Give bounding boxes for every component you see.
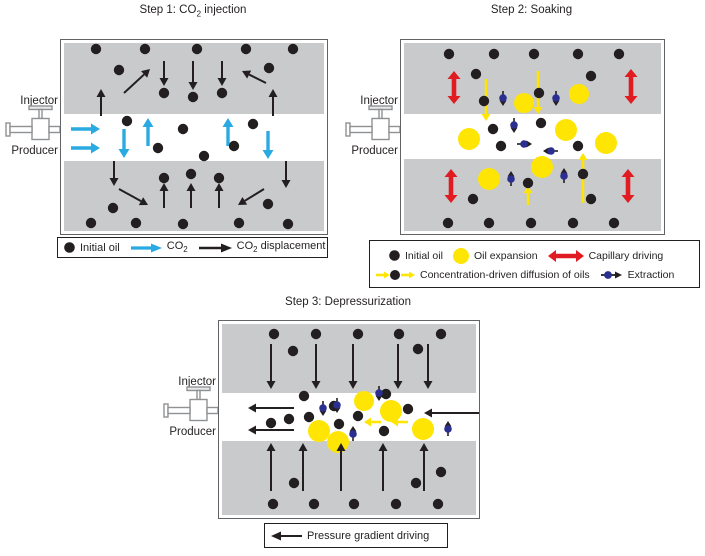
step2-legend-row1: Initial oil Oil expansion Capillary driv… [388, 247, 663, 265]
step1-title: Step 1: CO2 injection [60, 4, 326, 18]
producer-label: Producer [351, 145, 398, 157]
extraction-icon [600, 270, 622, 279]
valve-icon [163, 386, 218, 422]
step3-legend: Pressure gradient driving [264, 523, 448, 548]
legend-item-pressure-gradient: Pressure gradient driving [271, 530, 429, 542]
step1-title-rest: injection [201, 4, 247, 16]
step2-legend: Initial oil Oil expansion Capillary driv… [369, 240, 700, 288]
legend-item-oil-expansion: Oil expansion [452, 247, 538, 265]
injector-label: Injector [178, 376, 216, 388]
legend-label: Pressure gradient driving [307, 529, 430, 542]
legend-label: Oil expansion [473, 249, 538, 262]
producer-label: Producer [169, 426, 216, 438]
legend-item-co2: CO2 [129, 240, 188, 255]
co2-arrow-icon [130, 243, 162, 252]
legend-label: CO2 [166, 240, 188, 255]
diffusion-icon [376, 269, 415, 280]
step1-well-assembly: Injector Producer [0, 95, 60, 161]
producer-label: Producer [11, 145, 58, 157]
step3-title: Step 3: Depressurization [218, 296, 478, 310]
legend-item-capillary-driving: Capillary driving [547, 249, 664, 263]
step1-title-sub: 2 [196, 9, 202, 19]
legend-item-diffusion: Concentration-driven diffusion of oils [376, 268, 590, 282]
oil-expansion-icon [452, 247, 469, 264]
legend-item-initial-oil: Initial oil [63, 241, 120, 254]
co2-displacement-arrow-icon [198, 243, 232, 252]
pressure-gradient-arrow-icon [271, 531, 302, 540]
legend-label: Initial oil [405, 249, 443, 262]
step3-title-text: Step 3: Depressurization [285, 296, 411, 308]
injector-label: Injector [360, 95, 398, 107]
initial-oil-icon [64, 242, 75, 253]
legend-item-initial-oil: Initial oil [388, 249, 443, 262]
step2-title: Step 2: Soaking [400, 4, 663, 18]
legend-item-co2-displacement: CO2 displacement [197, 240, 326, 255]
step3-diagram [218, 320, 480, 519]
valve-icon [5, 105, 60, 141]
legend-label: Initial oil [80, 241, 120, 254]
legend-label: Capillary driving [588, 249, 664, 262]
legend-label: Concentration-driven diffusion of oils [420, 268, 590, 281]
step1-legend: Initial oil CO2 CO2 displacement [57, 237, 328, 258]
step1-diagram [60, 39, 328, 235]
legend-item-extraction: Extraction [599, 268, 675, 281]
legend-label: CO2 displacement [236, 240, 326, 255]
step2-diagram [400, 39, 665, 235]
step2-legend-row2: Concentration-driven diffusion of oils E… [376, 268, 674, 282]
step2-title-text: Step 2: Soaking [490, 4, 573, 16]
step2-well-assembly: Injector Producer [325, 95, 400, 161]
step3-well-assembly: Injector Producer [143, 376, 218, 442]
injector-label: Injector [20, 95, 58, 107]
legend-label: Extraction [627, 268, 675, 281]
initial-oil-icon [389, 250, 400, 261]
valve-icon [345, 105, 400, 141]
step1-title-text: Step 1: CO [139, 4, 197, 16]
capillary-driving-arrow-icon [547, 249, 584, 262]
